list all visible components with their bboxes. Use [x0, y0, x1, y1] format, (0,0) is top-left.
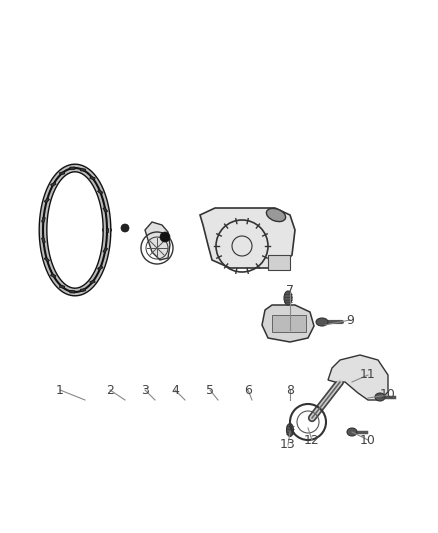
Text: 4: 4	[171, 384, 179, 397]
Ellipse shape	[266, 208, 286, 222]
Polygon shape	[60, 285, 65, 288]
Polygon shape	[90, 280, 95, 284]
Polygon shape	[60, 172, 65, 175]
Text: 11: 11	[360, 368, 376, 382]
Polygon shape	[268, 255, 290, 270]
Polygon shape	[70, 167, 75, 169]
Text: 6: 6	[244, 384, 252, 397]
Polygon shape	[103, 247, 108, 253]
Polygon shape	[106, 228, 108, 232]
Circle shape	[121, 224, 129, 232]
Polygon shape	[328, 355, 388, 400]
Text: 10: 10	[360, 433, 376, 447]
Polygon shape	[42, 217, 46, 223]
Text: 3: 3	[141, 384, 149, 397]
Polygon shape	[90, 176, 95, 180]
Polygon shape	[80, 288, 85, 292]
Text: 12: 12	[304, 433, 320, 447]
Text: 10: 10	[380, 389, 396, 401]
Text: 13: 13	[280, 439, 296, 451]
Circle shape	[160, 232, 170, 242]
Ellipse shape	[347, 428, 357, 436]
Polygon shape	[200, 208, 295, 268]
Ellipse shape	[286, 424, 293, 437]
Polygon shape	[98, 190, 103, 195]
Polygon shape	[145, 222, 170, 260]
Text: 9: 9	[346, 313, 354, 327]
Polygon shape	[262, 305, 314, 342]
Polygon shape	[98, 265, 103, 270]
Ellipse shape	[316, 318, 328, 326]
Ellipse shape	[375, 393, 385, 401]
Polygon shape	[44, 198, 49, 203]
Polygon shape	[80, 168, 85, 172]
Polygon shape	[42, 238, 46, 243]
Text: 7: 7	[286, 284, 294, 296]
Text: 5: 5	[206, 384, 214, 397]
Polygon shape	[103, 207, 108, 213]
Ellipse shape	[284, 291, 292, 305]
Text: 8: 8	[286, 384, 294, 397]
Polygon shape	[272, 315, 306, 332]
Polygon shape	[70, 290, 75, 293]
Polygon shape	[44, 257, 49, 262]
Polygon shape	[50, 273, 56, 278]
Text: 2: 2	[106, 384, 114, 397]
Polygon shape	[50, 182, 56, 187]
Text: 1: 1	[56, 384, 64, 397]
